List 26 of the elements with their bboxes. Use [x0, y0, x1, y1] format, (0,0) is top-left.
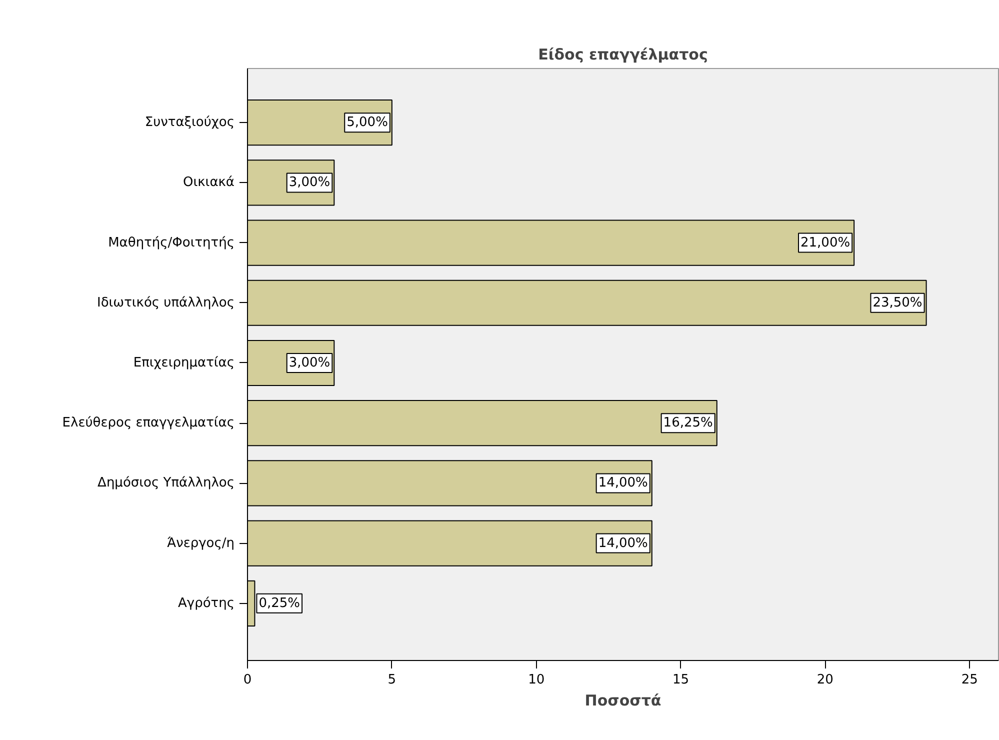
chart-title: Είδος επαγγέλματος — [538, 46, 708, 64]
y-tick-label: Αγρότης — [178, 596, 235, 611]
data-label: 5,00% — [346, 115, 388, 130]
y-tick-label: Μαθητής/Φοιτητής — [108, 235, 235, 250]
data-label: 21,00% — [800, 235, 850, 250]
data-label: 16,25% — [663, 416, 713, 431]
data-label: 23,50% — [872, 295, 922, 310]
x-tick-label: 5 — [388, 672, 396, 688]
y-tick-label: Οικιακά — [183, 175, 235, 190]
data-label: 3,00% — [288, 355, 330, 370]
y-tick-label: Ιδιωτικός υπάλληλος — [97, 295, 235, 310]
y-tick-label: Συνταξιούχος — [144, 115, 235, 130]
x-tick-label: 10 — [528, 672, 545, 688]
data-label: 14,00% — [598, 536, 648, 551]
x-tick-label: 20 — [816, 672, 834, 688]
data-label: 0,25% — [258, 596, 300, 611]
data-label: 3,00% — [288, 175, 330, 190]
x-tick-label: 25 — [961, 672, 978, 688]
x-tick-label: 15 — [672, 672, 690, 688]
x-axis-title: Ποσοστά — [584, 692, 662, 710]
data-label: 14,00% — [598, 476, 648, 491]
x-tick-label: 0 — [243, 672, 252, 688]
y-tick-label: Δημόσιος Υπάλληλος — [98, 476, 234, 491]
y-tick-label: Ελεύθερος επαγγελματίας — [62, 416, 235, 431]
y-tick-label: Επιχειρηματίας — [133, 355, 235, 370]
y-tick-label: Άνεργος/η — [167, 536, 234, 551]
